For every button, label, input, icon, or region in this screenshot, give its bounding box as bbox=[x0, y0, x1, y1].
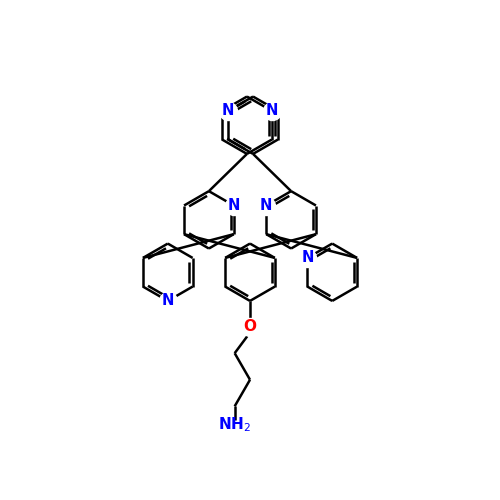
Text: N: N bbox=[260, 198, 272, 213]
Text: N: N bbox=[228, 198, 240, 213]
Text: N: N bbox=[162, 294, 174, 308]
Text: N: N bbox=[301, 250, 314, 266]
Text: NH$_2$: NH$_2$ bbox=[218, 416, 251, 434]
Text: O: O bbox=[244, 319, 256, 334]
Text: N: N bbox=[222, 104, 234, 118]
Text: N: N bbox=[266, 104, 278, 118]
